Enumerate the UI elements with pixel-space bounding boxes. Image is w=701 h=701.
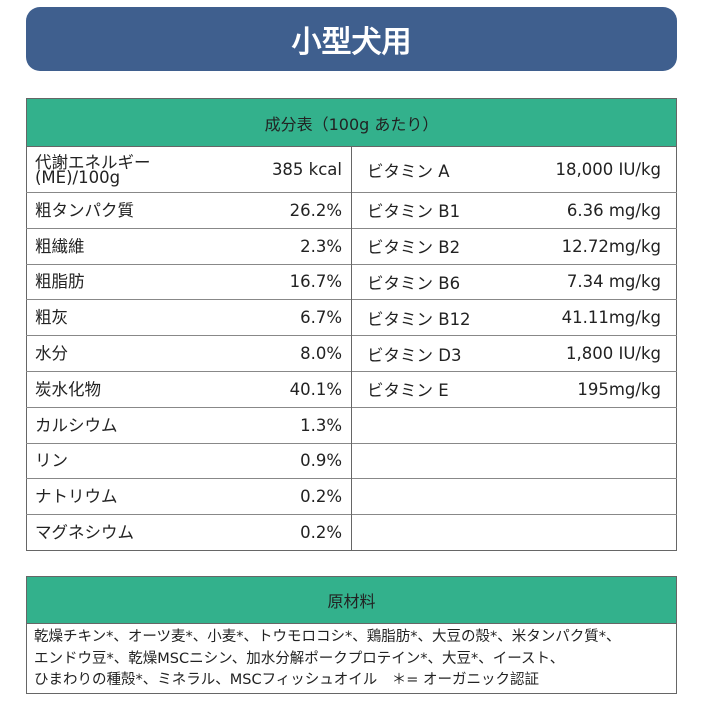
table-row: 粗繊維 2.3% ビタミン B2 12.72mg/kg xyxy=(26,227,677,265)
table-title: 成分表（100g あたり） xyxy=(26,98,677,147)
nutrient-name: ビタミン A xyxy=(351,146,513,193)
table-row: カルシウム 1.3% xyxy=(26,406,677,444)
nutrient-name-line: 代謝エネルギー xyxy=(35,152,151,172)
nutrient-value: 8.0% xyxy=(235,335,352,372)
nutrient-name: ビタミン D3 xyxy=(351,335,513,372)
ingredients-title: 原材料 xyxy=(27,577,676,624)
nutrient-value: 6.7% xyxy=(235,299,352,336)
nutrient-value: 26.2% xyxy=(235,192,352,229)
nutrient-value: 12.72mg/kg xyxy=(512,227,677,265)
title: 小型犬用 xyxy=(291,25,412,60)
nutrient-name: 水分 xyxy=(26,335,235,372)
nutrient-value: 41.11mg/kg xyxy=(512,299,677,336)
nutrient-name-line: (ME)/100g xyxy=(35,167,121,187)
nutrient-name: ビタミン B12 xyxy=(351,299,513,336)
ingredients-box: 原材料 乾燥チキン*、オーツ麦*、小麦*、トウモロコシ*、鶏脂肪*、大豆の殻*、… xyxy=(26,576,677,694)
nutrient-name: 炭水化物 xyxy=(26,370,235,408)
empty-cell xyxy=(351,478,513,515)
empty-cell xyxy=(351,442,513,479)
nutrient-value: 7.34 mg/kg xyxy=(512,263,677,300)
nutrient-name: 代謝エネルギー (ME)/100g xyxy=(26,146,235,193)
nutrient-name: ビタミン B1 xyxy=(351,192,513,229)
empty-cell xyxy=(512,442,677,479)
nutrient-value: 16.7% xyxy=(235,263,352,300)
ingredients-text: 乾燥チキン*、オーツ麦*、小麦*、トウモロコシ*、鶏脂肪*、大豆の殻*、米タンパ… xyxy=(27,624,676,692)
nutrient-value: 40.1% xyxy=(235,370,352,408)
nutrient-value: 2.3% xyxy=(235,227,352,265)
ingredient-line: ひまわりの種殻*、ミネラル、MSCフィッシュオイル ＊= オーガニック認証 xyxy=(34,672,540,688)
empty-cell xyxy=(351,406,513,444)
nutrient-name: ビタミン E xyxy=(351,370,513,408)
nutrient-name: ビタミン B6 xyxy=(351,263,513,300)
table-row: 代謝エネルギー (ME)/100g 385 kcal ビタミン A 18,000 IU/… xyxy=(26,146,677,193)
table-row: ナトリウム 0.2% xyxy=(26,478,677,515)
nutrient-name: ナトリウム xyxy=(26,478,235,515)
empty-cell xyxy=(512,406,677,444)
nutrient-name: 粗脂肪 xyxy=(26,263,235,300)
table-row: 粗灰 6.7% ビタミン B12 41.11mg/kg xyxy=(26,299,677,336)
nutrient-name: マグネシウム xyxy=(26,514,235,551)
empty-cell xyxy=(351,514,513,551)
nutrient-value: 18,000 IU/kg xyxy=(512,146,677,193)
table-row: マグネシウム 0.2% xyxy=(26,514,677,551)
nutrient-value: 385 kcal xyxy=(235,146,352,193)
nutrient-name: ビタミン B2 xyxy=(351,227,513,265)
nutrient-name: 粗タンパク質 xyxy=(26,192,235,229)
table-row: 炭水化物 40.1% ビタミン E 195mg/kg xyxy=(26,370,677,408)
empty-cell xyxy=(512,514,677,551)
nutrient-value: 0.2% xyxy=(235,478,352,515)
ingredient-line: 乾燥チキン*、オーツ麦*、小麦*、トウモロコシ*、鶏脂肪*、大豆の殻*、米タンパ… xyxy=(34,629,621,645)
nutrient-value: 6.36 mg/kg xyxy=(512,192,677,229)
nutrient-value: 195mg/kg xyxy=(512,370,677,408)
table-row: 水分 8.0% ビタミン D3 1,800 IU/kg xyxy=(26,335,677,372)
nutrient-name: 粗灰 xyxy=(26,299,235,336)
empty-cell xyxy=(512,478,677,515)
nutrient-name: リン xyxy=(26,442,235,479)
ingredient-line: エンドウ豆*、乾燥MSCニシン、加水分解ポークプロテイン*、大豆*、イースト、 xyxy=(34,650,565,667)
nutrient-value: 1.3% xyxy=(235,406,352,444)
nutrient-name: カルシウム xyxy=(26,406,235,444)
nutrient-value: 1,800 IU/kg xyxy=(512,335,677,372)
table-row: 粗タンパク質 26.2% ビタミン B1 6.36 mg/kg xyxy=(26,192,677,229)
nutrient-value: 0.9% xyxy=(235,442,352,479)
table-row: 粗脂肪 16.7% ビタミン B6 7.34 mg/kg xyxy=(26,263,677,300)
title-banner: 小型犬用 xyxy=(26,7,677,71)
table-row: リン 0.9% xyxy=(26,442,677,479)
nutrition-table: 成分表（100g あたり） 代謝エネルギー (ME)/100g 385 kcal ビタ… xyxy=(26,98,677,551)
nutrient-value: 0.2% xyxy=(235,514,352,551)
nutrient-name: 粗繊維 xyxy=(26,227,235,265)
